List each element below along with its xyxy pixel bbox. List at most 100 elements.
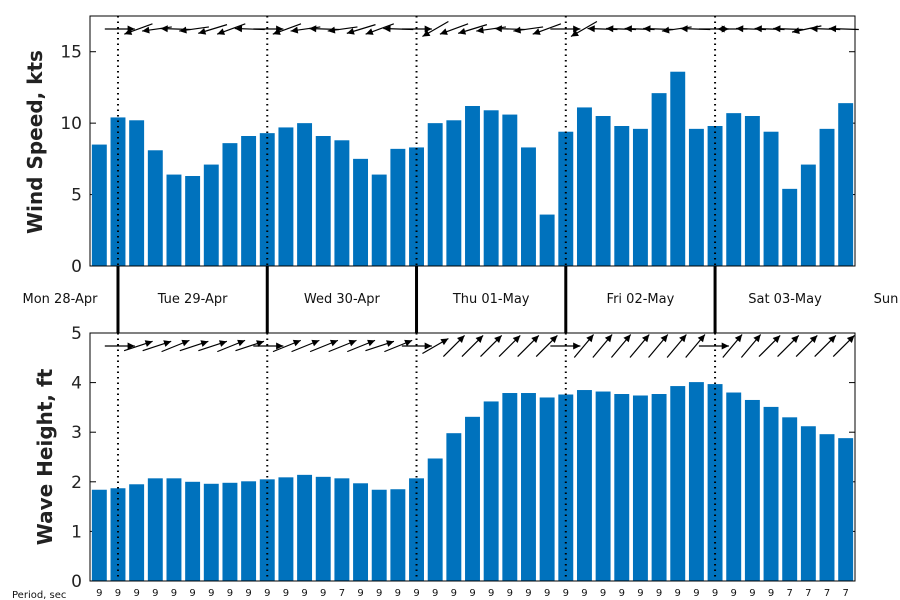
direction-arrow xyxy=(309,339,339,353)
wave-bar xyxy=(371,489,387,581)
period-value: 7 xyxy=(842,588,848,599)
direction-arrow xyxy=(346,24,376,35)
period-value: 9 xyxy=(152,588,158,599)
direction-arrow xyxy=(592,334,613,358)
period-value: 9 xyxy=(544,588,550,599)
direction-arrow xyxy=(347,339,376,353)
direction-arrow xyxy=(422,20,449,38)
direction-arrow xyxy=(828,25,859,33)
wind-bar xyxy=(763,131,779,266)
direction-arrow xyxy=(198,340,228,352)
wave-bar xyxy=(576,390,592,581)
period-value: 9 xyxy=(115,588,121,599)
direction-arrow xyxy=(253,342,284,350)
period-value: 9 xyxy=(264,588,270,599)
wave-bar xyxy=(91,489,107,581)
direction-arrow xyxy=(401,342,432,350)
period-value: 9 xyxy=(283,588,289,599)
y-tick-label: 1 xyxy=(71,522,82,542)
direction-arrow xyxy=(610,334,632,358)
wind-bar xyxy=(651,93,667,267)
wave-bar xyxy=(670,386,686,581)
wind-bar xyxy=(614,126,630,266)
period-value: 9 xyxy=(96,588,102,599)
period-value: 9 xyxy=(525,588,531,599)
wave-bar xyxy=(446,433,462,581)
y-tick: 3 xyxy=(71,423,855,443)
period-value: 9 xyxy=(208,588,214,599)
y-tick-label: 4 xyxy=(71,374,82,394)
wind-bar xyxy=(222,143,238,266)
period-label: Period, sec xyxy=(12,590,66,600)
direction-arrow xyxy=(629,334,650,358)
wave-bar xyxy=(110,488,126,581)
y-tick-label: 3 xyxy=(71,423,82,443)
direction-arrow xyxy=(722,334,743,358)
y-tick: 15 xyxy=(60,43,855,63)
direction-arrow xyxy=(179,340,209,352)
wave-bar xyxy=(390,489,406,581)
direction-arrow xyxy=(179,26,210,34)
direction-arrow xyxy=(123,340,153,352)
wave-bar xyxy=(203,483,219,581)
wind-bar xyxy=(521,147,536,266)
wave-bar xyxy=(744,399,760,581)
wind-bar xyxy=(446,120,462,267)
wave-bar xyxy=(315,476,331,581)
wave-bar xyxy=(614,394,630,581)
period-value: 7 xyxy=(787,588,793,599)
period-value: 9 xyxy=(245,588,251,599)
y-tick-label: 0 xyxy=(71,257,82,277)
direction-arrow xyxy=(272,23,302,35)
wave-bars xyxy=(91,382,854,581)
wave-bar xyxy=(539,397,555,581)
period-value: 9 xyxy=(619,588,625,599)
direction-arrow xyxy=(235,340,265,352)
wind-bar xyxy=(483,110,499,267)
wave-bar xyxy=(502,393,518,581)
wave-bar xyxy=(800,426,816,581)
period-value: 9 xyxy=(768,588,774,599)
wave-y-axis-label: Wave Height, ft xyxy=(33,368,57,545)
wave-bar xyxy=(185,481,201,581)
wave-direction-arrows xyxy=(104,334,855,358)
wind-bar xyxy=(576,107,592,266)
wind-bar xyxy=(465,106,480,266)
wind-bars xyxy=(91,71,854,267)
wave-bar xyxy=(222,482,238,581)
direction-arrow xyxy=(758,334,781,358)
wave-bar xyxy=(409,478,424,581)
direction-arrow xyxy=(422,337,449,355)
period-value: 9 xyxy=(320,588,326,599)
wind-y-axis-label: Wind Speed, kts xyxy=(23,50,47,234)
direction-arrow xyxy=(573,334,595,358)
direction-arrow xyxy=(513,26,544,34)
period-value: 9 xyxy=(395,588,401,599)
direction-arrow xyxy=(104,342,135,350)
period-value: 9 xyxy=(656,588,662,599)
period-value: 9 xyxy=(357,588,363,599)
wind-y-ticks: 0 5 10 15 xyxy=(60,43,855,277)
period-value: 9 xyxy=(469,588,475,599)
day-label: Mon 28-Apr xyxy=(23,292,99,307)
direction-arrow xyxy=(685,334,706,358)
day-label: Sat 03-May xyxy=(748,292,822,307)
period-value: 9 xyxy=(712,588,718,599)
direction-arrow xyxy=(142,340,172,352)
wind-direction-arrows xyxy=(104,20,859,38)
period-value: 7 xyxy=(339,588,345,599)
period-value: 9 xyxy=(376,588,382,599)
wind-bar xyxy=(315,136,331,266)
period-value: 9 xyxy=(637,588,643,599)
wave-bar xyxy=(334,478,350,581)
wind-bar xyxy=(278,127,294,266)
period-value: 9 xyxy=(507,588,513,599)
direction-arrow xyxy=(795,334,818,358)
wind-bar xyxy=(800,164,816,266)
direction-arrow xyxy=(740,334,762,358)
direction-arrow xyxy=(291,339,320,353)
direction-arrow xyxy=(480,334,503,358)
direction-arrow xyxy=(216,23,246,35)
direction-arrow xyxy=(442,334,466,358)
day-label-band: Mon 28-Apr Tue 29-Apr Wed 30-Apr Thu 01-May… xyxy=(23,266,898,333)
